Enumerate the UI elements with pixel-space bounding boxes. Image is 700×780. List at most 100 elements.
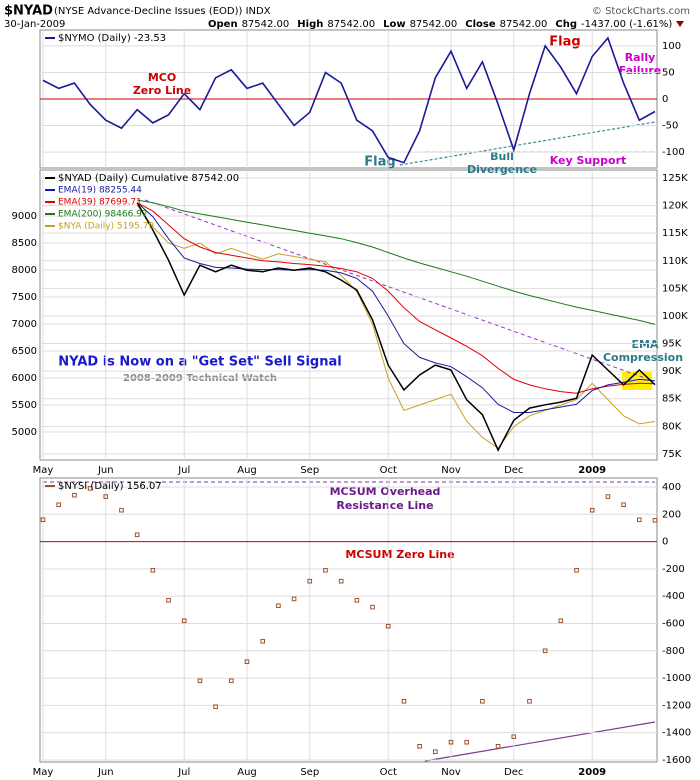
- description: (NYSE Advance-Decline Issues (EOD)) INDX: [54, 6, 271, 17]
- dot: [433, 749, 438, 755]
- series-line: [136, 204, 656, 449]
- quote-label: Close: [465, 19, 496, 30]
- y-tick-label: -600: [662, 618, 685, 629]
- x-tick-label: Sep: [300, 465, 319, 476]
- dot: [338, 578, 344, 584]
- annotation: Key Support: [550, 154, 627, 167]
- panel-frame: [39, 169, 658, 461]
- x-tick-label: May: [33, 767, 54, 778]
- dot: [150, 567, 156, 573]
- annotation: Bull: [490, 150, 514, 163]
- series-line: [137, 199, 656, 325]
- y-tick-label: -1000: [662, 673, 691, 684]
- y-tick-label: 5500: [12, 400, 37, 411]
- dot: [134, 532, 140, 538]
- dot: [480, 698, 485, 704]
- x-tick-label: Sep: [300, 767, 319, 778]
- annotation: 2008-2009 Technical Watch: [123, 373, 277, 384]
- y-tick-label: 8000: [12, 265, 37, 276]
- dot: [621, 502, 626, 508]
- y-tick-label: 100K: [662, 311, 688, 322]
- dot: [229, 678, 234, 684]
- dot: [197, 678, 203, 684]
- dot: [244, 659, 250, 664]
- y-tick-label: 115K: [662, 228, 688, 239]
- quote-value: 87542.00: [327, 19, 375, 30]
- dot: [464, 739, 469, 745]
- panel-frame: [39, 477, 658, 763]
- annotation: EMA: [632, 338, 659, 351]
- dot: [542, 648, 548, 654]
- dot: [307, 578, 313, 584]
- legend-label: EMA(39) 87699.71: [58, 198, 142, 208]
- dot: [574, 567, 579, 573]
- x-tick-label: Oct: [380, 767, 397, 778]
- annotation: NYAD is Now on a "Get Set" Sell Signal: [58, 355, 341, 370]
- y-tick-label: 120K: [662, 201, 688, 212]
- quote-value: 87542.00: [500, 19, 548, 30]
- y-tick-label: -1200: [662, 700, 691, 711]
- x-tick-label: Nov: [441, 465, 461, 476]
- dot: [291, 596, 297, 602]
- annotation: MCSUM Zero Line: [345, 548, 454, 561]
- dot: [166, 597, 171, 603]
- quote-label: High: [297, 19, 323, 30]
- y-tick-label: 105K: [662, 283, 688, 294]
- y-tick-label: 200: [662, 509, 681, 520]
- y-tick-label: 100: [662, 41, 681, 52]
- dot: [276, 603, 281, 609]
- dot: [40, 517, 46, 523]
- quote-label: Open: [208, 19, 238, 30]
- y-tick-label: -800: [662, 646, 685, 657]
- dot: [56, 502, 61, 508]
- annotation: Zero Line: [133, 84, 191, 97]
- y-tick-label: -1600: [662, 755, 691, 766]
- legend-label: $NYMO (Daily) -23.53: [58, 33, 166, 44]
- quote-label: Chg: [555, 19, 577, 30]
- y-tick-label: 400: [662, 482, 681, 493]
- x-tick-label: Jun: [97, 465, 114, 476]
- y-tick-label: 8500: [12, 238, 37, 249]
- x-tick-label: Jun: [97, 767, 114, 778]
- legend-label: $NYA (Daily) 5195.79: [58, 222, 154, 232]
- trend-line: [144, 199, 646, 379]
- dot: [72, 492, 77, 498]
- x-tick-label: May: [33, 465, 54, 476]
- y-tick-label: 0: [662, 94, 668, 105]
- credit: © StockCharts.com: [592, 6, 690, 17]
- annotation: MCSUM Overhead: [330, 485, 441, 498]
- x-tick-label: Jul: [177, 767, 190, 778]
- x-tick-label: 2009: [578, 767, 606, 778]
- annotation: MCO: [148, 71, 176, 84]
- dot: [103, 494, 109, 499]
- dot: [119, 507, 124, 513]
- y-tick-label: -1400: [662, 728, 691, 739]
- x-tick-label: 2009: [578, 465, 606, 476]
- dot: [323, 567, 328, 573]
- symbol: $NYAD: [4, 4, 53, 19]
- y-tick-label: 7500: [12, 292, 37, 303]
- dot: [213, 704, 218, 710]
- dot: [652, 517, 658, 523]
- annotation: Flag: [364, 155, 395, 170]
- date: 30-Jan-2009: [4, 19, 65, 30]
- y-tick-label: 95K: [662, 339, 682, 350]
- dot: [260, 638, 265, 644]
- x-tick-label: Dec: [504, 767, 523, 778]
- series-line: [42, 36, 656, 164]
- dot: [87, 486, 93, 491]
- quote-value: 87542.00: [242, 19, 290, 30]
- highlight: [622, 372, 652, 390]
- quote-value: 87542.00: [410, 19, 458, 30]
- dot: [354, 597, 360, 603]
- y-tick-label: 85K: [662, 394, 682, 405]
- dot: [370, 604, 375, 610]
- x-tick-label: Jul: [177, 465, 190, 476]
- x-tick-label: Oct: [380, 465, 397, 476]
- dot: [589, 507, 595, 513]
- dot: [527, 698, 532, 704]
- annotation: Compression: [603, 351, 683, 364]
- y-tick-label: 50: [662, 67, 675, 78]
- quote: Open 87542.00 High 87542.00 Low 87542.00 Close…: [208, 19, 672, 30]
